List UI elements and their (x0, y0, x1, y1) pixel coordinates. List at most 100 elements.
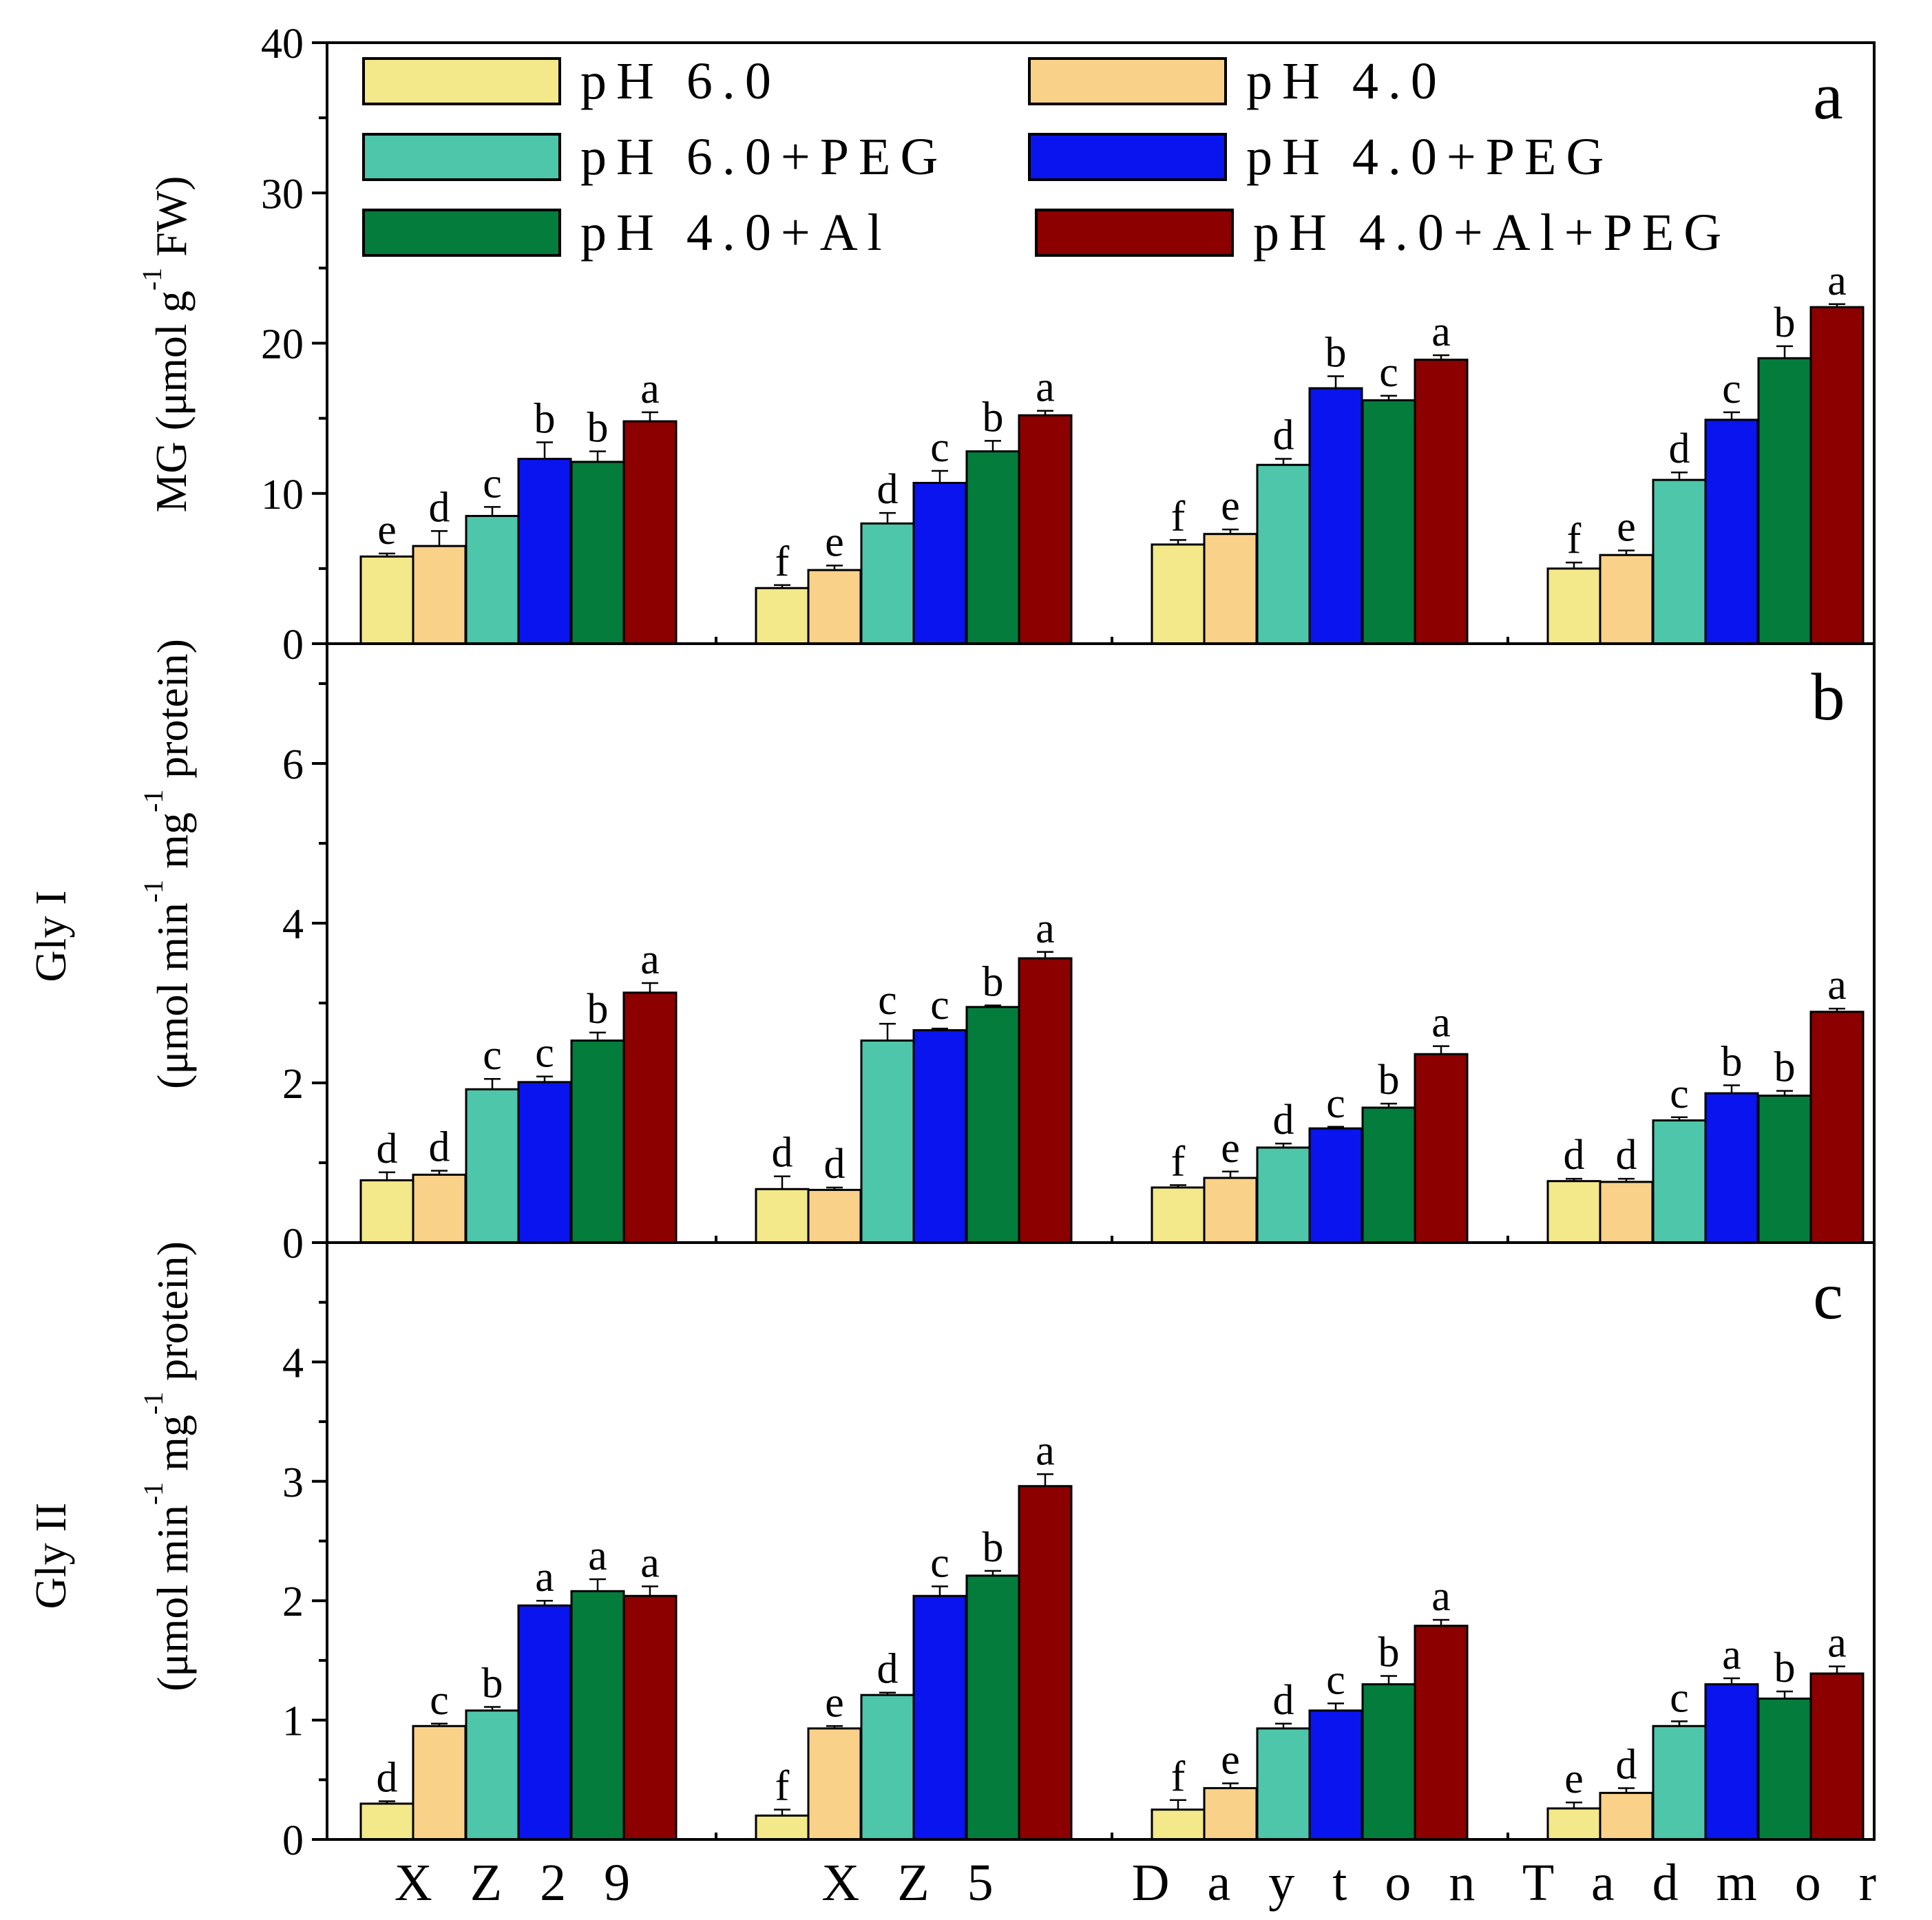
significance-letter: c (430, 1677, 449, 1724)
bar-c-XZ29-series-6 (622, 1594, 678, 1841)
bar-a-XZ29-series-4 (517, 458, 572, 645)
significance-letter: d (429, 484, 450, 531)
significance-letter: d (1273, 412, 1294, 459)
significance-letter: a (640, 936, 660, 983)
significance-letter: b (1774, 1044, 1796, 1091)
significance-letter: f (1171, 1753, 1186, 1800)
significance-letter: b (1378, 1629, 1400, 1676)
bar-b-XZ5-series-6 (1018, 957, 1073, 1244)
bar-b-Dayton-series-6 (1414, 1053, 1469, 1244)
significance-letter: b (1774, 299, 1796, 346)
y-tick-label: 6 (282, 741, 304, 788)
bar-b-Tadmor-series-6 (1809, 1011, 1865, 1244)
bar-a-XZ29-series-2 (412, 545, 467, 645)
y-tick-label: 40 (261, 21, 304, 67)
legend-label-5: pH 4.0+Al (580, 204, 892, 262)
bar-c-XZ5-series-4 (912, 1594, 967, 1841)
bar-b-Dayton-series-4 (1308, 1127, 1363, 1244)
significance-letter: b (983, 394, 1004, 441)
significance-letter: c (878, 977, 897, 1024)
legend-label-1: pH 6.0 (580, 52, 781, 110)
significance-letter: b (1325, 330, 1347, 377)
significance-letter: a (640, 366, 660, 412)
bar-c-XZ29-series-5 (570, 1590, 625, 1841)
y-tick-label: 4 (282, 901, 304, 948)
legend-label-4: pH 4.0+PEG (1246, 128, 1613, 186)
bar-c-Tadmor-series-1 (1546, 1807, 1602, 1841)
legend-swatch-4 (1028, 133, 1227, 181)
significance-letter: b (1774, 1645, 1796, 1691)
bar-c-XZ29-series-4 (517, 1604, 572, 1841)
bar-b-XZ29-series-1 (359, 1179, 414, 1244)
bar-a-XZ5-series-1 (755, 587, 810, 645)
legend-label-2: pH 4.0 (1246, 52, 1447, 110)
ylabel-sup: -1 (136, 268, 167, 291)
y-tick-label: 4 (282, 1340, 304, 1386)
significance-letter: c (930, 982, 949, 1028)
significance-letter: d (1616, 1132, 1637, 1179)
bar-a-XZ29-series-5 (570, 461, 625, 645)
significance-letter: b (1721, 1038, 1743, 1085)
y-axis-title: MG (μmol g-1 FW) (136, 176, 196, 513)
significance-letter: d (877, 466, 899, 513)
legend-swatch-1 (362, 57, 561, 105)
bar-c-Tadmor-series-5 (1757, 1697, 1812, 1841)
bar-c-Dayton-series-4 (1308, 1709, 1363, 1841)
x-category-label: T a d m o r (1522, 1854, 1889, 1912)
significance-letter: c (1670, 1674, 1689, 1721)
significance-letter: c (483, 460, 502, 507)
bar-b-Dayton-series-5 (1361, 1106, 1416, 1244)
bar-b-Dayton-series-3 (1256, 1146, 1311, 1244)
significance-letter: c (483, 1032, 502, 1079)
bar-b-Tadmor-series-4 (1704, 1092, 1759, 1244)
x-category-label: X Z 5 (821, 1854, 1005, 1912)
bar-a-XZ29-series-3 (465, 514, 520, 645)
ylabel-part: (μmol min (148, 903, 197, 1089)
ylabel-part: mg (148, 812, 197, 880)
significance-letter: d (1564, 1132, 1585, 1179)
bar-a-Dayton-series-2 (1203, 533, 1258, 645)
bar-a-Dayton-series-1 (1151, 543, 1206, 645)
significance-letter: c (1379, 349, 1398, 396)
bar-a-XZ5-series-6 (1018, 414, 1073, 645)
y-tick-label: 3 (282, 1459, 304, 1506)
bar-b-XZ29-series-5 (570, 1040, 625, 1244)
legend-label-6: pH 4.0+Al+PEG (1253, 204, 1731, 262)
significance-letter: e (825, 1679, 844, 1726)
bar-c-XZ5-series-5 (965, 1574, 1020, 1841)
bar-a-Tadmor-series-3 (1652, 478, 1707, 645)
bar-b-XZ5-series-1 (755, 1188, 810, 1244)
bar-c-Dayton-series-1 (1151, 1808, 1206, 1841)
panel-frame-c (326, 1241, 1876, 1841)
significance-letter: a (1036, 364, 1055, 411)
significance-letter: f (1567, 516, 1582, 562)
bar-a-XZ29-series-1 (359, 555, 414, 645)
significance-letter: c (1722, 366, 1741, 412)
bar-a-Tadmor-series-6 (1809, 306, 1865, 645)
significance-letter: d (1616, 1741, 1637, 1788)
significance-letter: d (772, 1130, 793, 1177)
significance-letter: a (1827, 1620, 1847, 1667)
y-axis-units: (μmol min-1 mg-1 protein) (138, 1241, 197, 1691)
bar-c-Tadmor-series-6 (1809, 1672, 1865, 1841)
significance-letter: c (1670, 1070, 1689, 1117)
y-tick-label: 2 (282, 1061, 304, 1108)
ylabel-part: FW) (147, 176, 196, 268)
bar-c-XZ29-series-2 (412, 1724, 467, 1841)
x-category-label: D a y t o n (1132, 1854, 1488, 1912)
y-tick-label: 0 (282, 1221, 304, 1267)
y-tick-label: 0 (282, 1817, 304, 1864)
ylabel-part: -1 (138, 1392, 169, 1415)
y-axis-title: Gly I (26, 890, 75, 982)
bar-a-XZ5-series-4 (912, 481, 967, 645)
significance-letter: d (1669, 425, 1690, 472)
significance-letter: a (640, 1539, 660, 1586)
significance-letter: f (775, 1763, 790, 1810)
bar-c-Dayton-series-5 (1361, 1683, 1416, 1841)
significance-letter: c (930, 1539, 949, 1586)
panel-label: c (1813, 1259, 1843, 1333)
bar-c-Dayton-series-2 (1203, 1786, 1258, 1841)
y-axis-units-c: (μmol min-1 mg-1 protein) (138, 1241, 197, 1691)
y-tick-label: 30 (261, 171, 304, 218)
significance-letter: b (983, 1524, 1004, 1571)
